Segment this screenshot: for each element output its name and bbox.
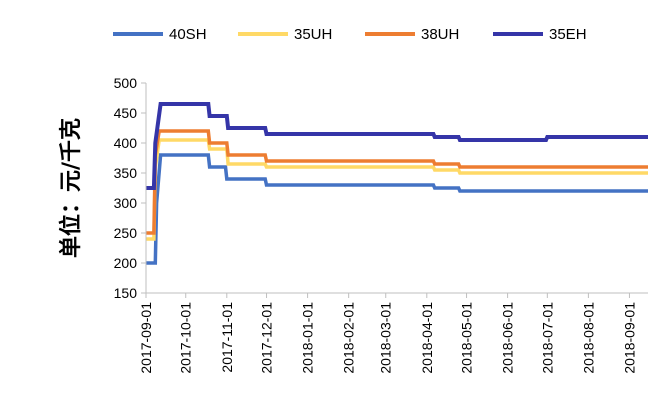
x-tick-label: 2018-05-01 [459,302,475,374]
x-axis: 2017-09-01 2017-10-01 2017-11-01 2017-12-01… [138,293,637,374]
x-tick-label: 2017-09-01 [138,302,154,374]
legend-label-35eh: 35EH [549,26,587,43]
x-tick-label: 2017-12-01 [259,302,275,374]
x-tick-label: 2018-08-01 [580,302,596,374]
y-tick-label: 200 [114,255,138,271]
legend-label-38uh: 38UH [421,26,459,43]
x-tick-label: 2018-04-01 [419,302,435,374]
series-line-35eh [146,102,648,190]
y-axis: 150 200 250 300 350 400 450 500 [114,75,146,301]
y-tick-label: 450 [114,105,138,121]
x-tick-label: 2018-09-01 [621,302,637,374]
x-tick-label: 2018-01-01 [300,302,316,374]
legend: 40SH 35UH 38UH 35EH [113,26,587,43]
y-tick-label: 250 [114,225,138,241]
x-tick-label: 2017-11-01 [219,302,235,373]
series-line-40sh [146,153,648,265]
y-tick-label: 400 [114,135,138,151]
x-tick-label: 2018-03-01 [378,302,394,374]
x-tick-label: 2018-02-01 [341,302,357,374]
series-line-38uh [146,129,648,235]
x-tick-label: 2018-07-01 [539,302,555,374]
y-axis-label: 单位：元/千克 [58,118,84,258]
y-tick-label: 300 [114,195,138,211]
x-tick-label: 2018-06-01 [500,302,516,374]
plot-area [146,102,648,265]
x-tick-label: 2017-10-01 [178,302,194,374]
y-tick-label: 350 [114,165,138,181]
legend-label-40sh: 40SH [169,26,207,43]
y-tick-label: 150 [114,285,138,301]
legend-label-35uh: 35UH [294,26,332,43]
y-tick-label: 500 [114,75,138,91]
